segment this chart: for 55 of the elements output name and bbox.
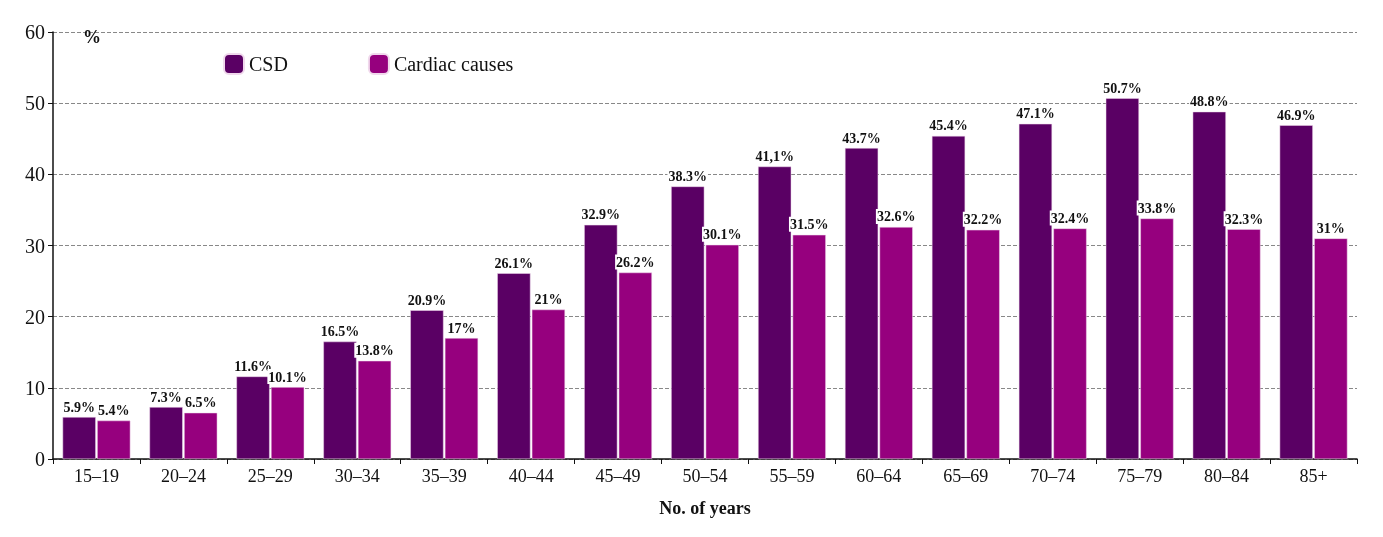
data-label: 33.8%: [1137, 200, 1177, 216]
data-label: 17%: [447, 320, 476, 336]
y-tick-label: 60: [25, 21, 45, 43]
y-axis-title: %: [83, 27, 101, 47]
x-tick-label: 50–54: [682, 466, 728, 486]
data-label: 26.2%: [616, 255, 655, 271]
data-label: 21%: [534, 292, 563, 308]
x-tick-label: 35–39: [421, 466, 467, 486]
data-label: 16.5%: [320, 324, 360, 340]
data-label: 7.3%: [150, 389, 182, 405]
data-label: 32.9%: [581, 207, 621, 223]
data-label: 10.1%: [268, 369, 307, 385]
x-tick-label: 85+: [1299, 466, 1328, 486]
data-label: 32.2%: [963, 212, 1003, 228]
data-label: 26.1%: [494, 255, 534, 271]
data-label: 45.4%: [929, 118, 968, 134]
y-tick-label: 10: [25, 376, 45, 399]
data-label: 38.3%: [668, 168, 707, 184]
data-label: 20.9%: [407, 292, 447, 308]
data-label: 47.1%: [1016, 106, 1055, 122]
data-label: 31.5%: [789, 217, 829, 233]
x-tick-label: 60–64: [856, 466, 902, 486]
data-label: 13.8%: [355, 343, 394, 359]
x-tick-label: 15–19: [73, 466, 119, 486]
y-tick-label: 20: [25, 305, 45, 328]
data-label: 32.6%: [876, 209, 916, 225]
y-tick-label: 30: [25, 234, 45, 257]
data-label: 6.5%: [184, 395, 217, 411]
x-tick-label: 80–84: [1204, 466, 1250, 486]
data-label: 32.4%: [1050, 210, 1090, 226]
x-tick-label: 20–24: [160, 466, 206, 486]
x-tick-label: 75–79: [1117, 466, 1163, 486]
y-tick-label: 0: [35, 448, 45, 470]
legend-label: Cardiac causes: [393, 53, 514, 75]
data-label: 50.7%: [1103, 80, 1142, 96]
x-tick-label: 65–69: [943, 466, 989, 486]
data-label: 48.8%: [1190, 94, 1229, 110]
y-tick-label: 40: [25, 163, 45, 186]
x-axis-title: No. of years: [659, 498, 751, 518]
data-label: 32.3%: [1224, 211, 1264, 227]
x-tick-label: 55–59: [769, 466, 815, 486]
data-label: 31%: [1316, 220, 1345, 236]
data-label: 5.9%: [63, 399, 95, 415]
data-label: 5.4%: [98, 403, 130, 419]
data-label: 30.1%: [703, 227, 742, 243]
x-tick-label: 45–49: [595, 466, 641, 486]
data-label: 41,1%: [755, 149, 794, 165]
data-label: 46.9%: [1277, 107, 1316, 123]
legend-label: CSD: [249, 53, 288, 75]
x-tick-label: 70–74: [1030, 466, 1076, 486]
data-label: 43.7%: [842, 130, 881, 146]
x-tick-label: 40–44: [508, 466, 554, 486]
y-tick-label: 50: [25, 92, 45, 115]
x-tick-label: 30–34: [334, 466, 380, 486]
x-tick-label: 25–29: [247, 466, 293, 486]
